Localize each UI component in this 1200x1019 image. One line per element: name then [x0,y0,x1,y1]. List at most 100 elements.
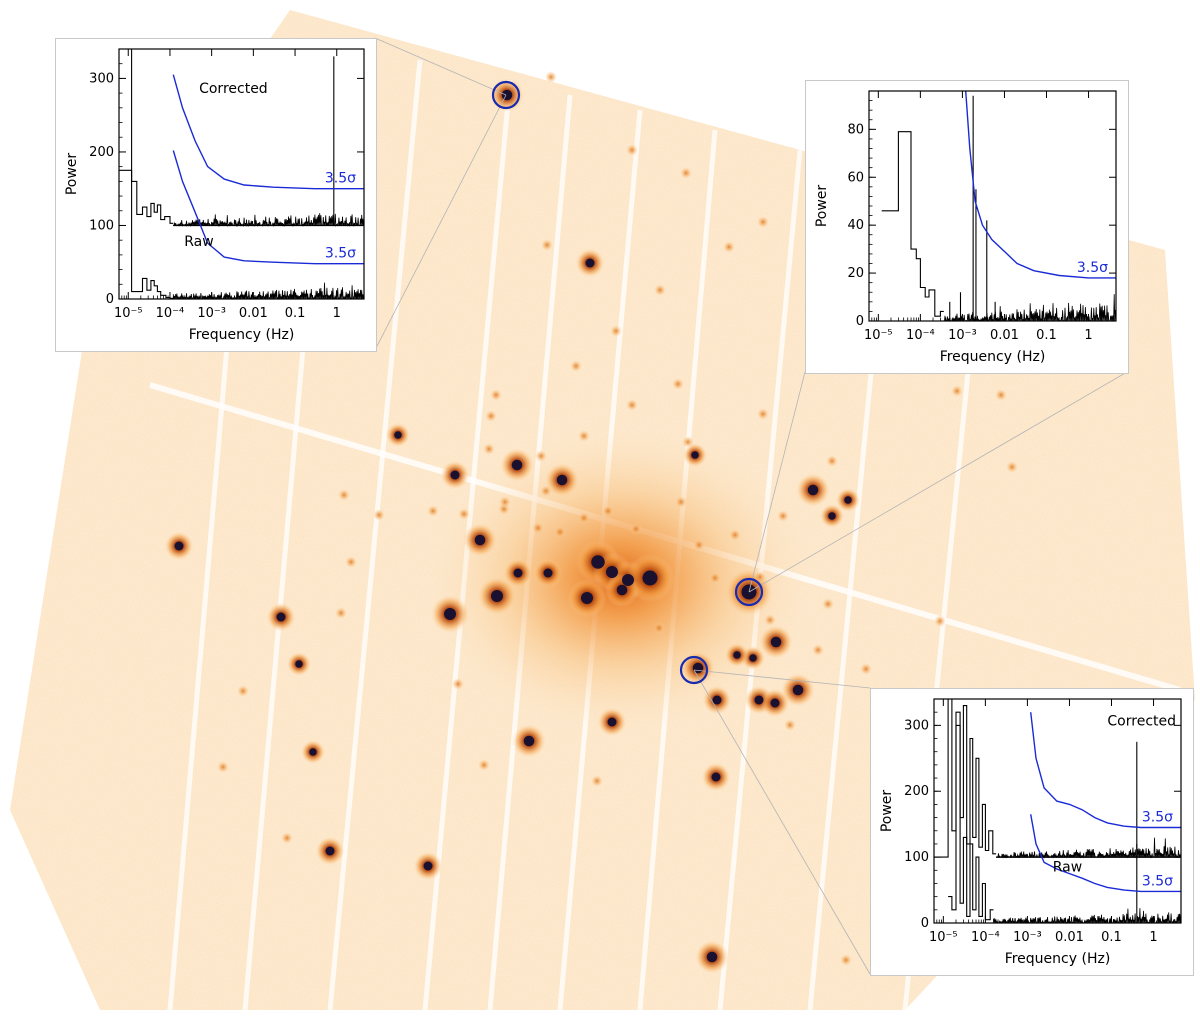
x-ray-source-core [691,451,699,459]
faint-source [570,360,582,372]
threshold-line [172,74,364,190]
faint-source [483,443,495,455]
x-tick-label: 1 [333,306,341,321]
x-ray-source-core [712,695,722,705]
leader-line [748,371,806,593]
x-ray-source-core [394,431,402,439]
x-tick-label: 10⁻⁵ [929,930,958,945]
x-ray-source-core [607,717,617,727]
y-tick-label: 0 [921,916,929,931]
faint-source [995,389,1007,401]
x-tick-label: 0.1 [1101,930,1122,945]
x-ray-source-core [733,651,741,659]
faint-source [626,144,638,156]
faint-source [217,761,229,773]
threshold-label: 3.5σ [325,171,356,187]
faint-source [682,436,694,448]
series-corrected [131,49,364,228]
faint-source [729,529,741,541]
faint-source [654,284,666,296]
x-tick-label: 0.1 [1036,328,1057,343]
annotation-label: Corrected [199,81,268,97]
faint-source [784,719,796,731]
x-axis-title: Frequency (Hz) [940,349,1046,365]
series-noise [172,213,364,228]
y-tick-label: 200 [89,145,114,160]
x-tick-label: 10⁻³ [948,328,977,343]
faint-source [764,614,776,626]
y-tick-label: 80 [847,122,864,137]
faint-source [345,556,357,568]
plot-area [119,49,364,299]
highlight-ring-lower [679,655,709,685]
x-tick-label: 0.01 [239,306,268,321]
x-ray-source-core [523,735,535,747]
x-ray-source-core [491,590,503,602]
x-ray-source-core [585,258,595,268]
y-tick-label: 0 [856,314,864,329]
leader-lines [374,37,1128,975]
plot-frame [868,90,1117,322]
faint-source [335,607,347,619]
x-ray-source-core [711,772,721,782]
leader-line [748,371,1128,593]
series-steps [948,711,994,921]
inset-top-right: 3.5σ 0 20 40 60 80 10⁻⁵ 10⁻⁴ 10⁻³ 0.01 0.1 1 Frequen… [805,80,1129,374]
threshold-line [1030,712,1181,829]
x-ray-source-core [807,484,819,496]
leader-line [693,669,871,689]
x-tick-label: 10⁻⁵ [864,328,893,343]
faint-source [237,685,249,697]
faint-source [709,572,721,584]
faint-source [812,644,824,656]
annotation-label: Raw [184,234,213,250]
faint-source [554,526,566,538]
x-ray-source-core [450,470,460,480]
x-ray-source-core [770,698,780,708]
leader-line [374,94,507,351]
faint-source [373,509,385,521]
x-tick-label: 10⁻⁴ [156,306,185,321]
faint-source [338,489,350,501]
series-steps [131,49,174,224]
annotation-label: Corrected [1107,713,1176,729]
series-raw [119,169,364,299]
threshold-label: 3.5σ [1142,809,1173,825]
series-noise [996,837,1181,859]
faint-source [541,239,553,251]
faint-source [610,325,622,337]
x-ray-source-core [309,748,317,756]
faint-source [532,522,544,534]
x-tick-label: 10⁻⁴ [906,328,935,343]
faint-source [478,759,490,771]
x-ray-source-core [692,662,704,674]
y-tick-label: 300 [89,71,114,86]
plot-area [881,91,1116,321]
faint-source [757,216,769,228]
faint-source [545,71,557,83]
leader-line [693,669,871,975]
x-ray-source-core [616,584,628,596]
x-ray-source-core [706,951,718,963]
faint-source [602,505,614,517]
faint-source [626,399,638,411]
chart-top-right: 3.5σ 0 20 40 60 80 10⁻⁵ 10⁻⁴ 10⁻³ 0.01 0.1 1 Frequen… [814,90,1117,365]
threshold-line [172,150,364,265]
plot-frame [118,48,365,300]
faint-source [1006,461,1018,473]
x-ray-source-core [792,684,804,696]
x-ray-source-core [622,574,634,586]
faint-source [951,385,963,397]
series-corrected [934,699,1181,859]
faint-source [860,663,872,675]
faint-source [458,508,470,520]
x-ray-source-core [581,592,593,604]
y-axis-title: Power [814,185,830,228]
faint-source [757,408,769,420]
series-steps [934,699,997,858]
faint-source [591,775,603,787]
threshold-line [965,91,1116,279]
x-tick-label: 10⁻⁵ [114,306,143,321]
x-ray-source-core [513,568,523,578]
